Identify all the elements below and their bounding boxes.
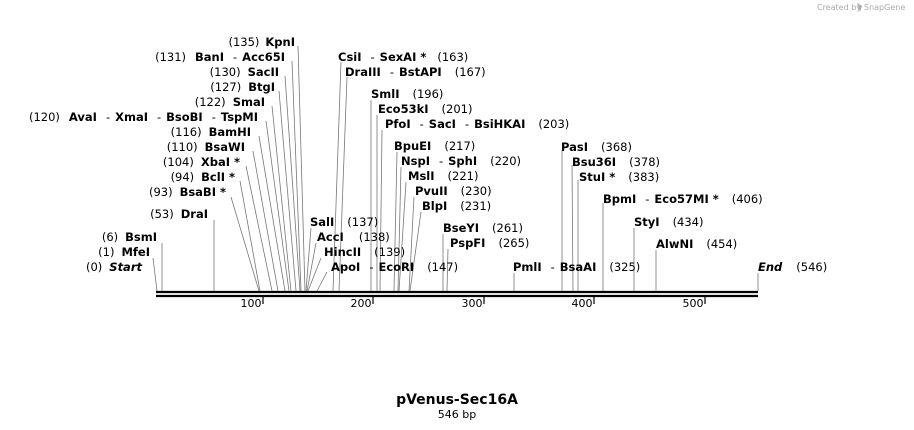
site-label-bpuei: BpuEI (217) <box>394 139 475 153</box>
site-label-smli: SmlI (196) <box>371 87 443 101</box>
credit-brand: SnapGene <box>864 3 905 12</box>
site-label-bsmi: (6) BsmI <box>102 230 157 244</box>
site-label-bcli: (94) BclI * <box>171 170 235 184</box>
site-label-mfei: (1) MfeI <box>98 245 150 259</box>
site-label-drai: (53) DraI <box>150 207 208 221</box>
plasmid-length: 546 bp <box>438 408 476 421</box>
site-label-stui: StuI * (383) <box>579 170 659 184</box>
site-label-pmli: PmlI - BsaAI (325) <box>513 260 640 274</box>
site-label-sali: SalI (137) <box>310 215 378 229</box>
site-label-pspfi: PspFI (265) <box>450 236 529 250</box>
site-label-sacii: (130) SacII <box>210 65 279 79</box>
site-label-alwni: AlwNI (454) <box>656 237 737 251</box>
site-label-smai: (122) SmaI <box>195 95 265 109</box>
credit-created-by: Created by <box>817 3 861 12</box>
site-label-bani: (131) BanI - Acc65I <box>155 50 285 64</box>
site-label-bsabi: (93) BsaBI * <box>149 185 226 199</box>
site-label-nspi: NspI - SphI (220) <box>401 154 521 168</box>
axis-tick-label: 100 <box>241 297 262 310</box>
axis-tick-label: 300 <box>462 297 483 310</box>
site-label-end: End (546) <box>758 260 827 274</box>
axis-tick-label: 200 <box>351 297 372 310</box>
site-label-hincii: HincII (139) <box>324 245 405 259</box>
site-label-apoi: ApoI - EcoRI (147) <box>331 260 458 274</box>
site-label-csii: CsiI - SexAI * (163) <box>338 50 468 64</box>
site-label-pvuii: PvuII (230) <box>415 184 492 198</box>
site-label-avai: (120) AvaI - XmaI - BsoBI - TspMI <box>29 110 258 124</box>
axis-tick-label: 500 <box>683 297 704 310</box>
site-label-acci: AccI (138) <box>317 230 390 244</box>
site-label-draiii: DraIII - BstAPI (167) <box>345 65 486 79</box>
backbone <box>156 290 758 298</box>
site-label-blpi: BlpI (231) <box>422 199 491 213</box>
site-label-bsu36i: Bsu36I (378) <box>572 155 660 169</box>
site-label-msli: MslI (221) <box>408 169 478 183</box>
plasmid-name: pVenus-Sec16A <box>396 392 518 408</box>
site-label-styi: StyI (434) <box>634 215 704 229</box>
site-label-eco53ki: Eco53kI (201) <box>378 102 472 116</box>
site-label-btgi: (127) BtgI <box>210 80 275 94</box>
site-label-bpmi: BpmI - Eco57MI * (406) <box>603 192 763 206</box>
site-label-bseyi: BseYI (261) <box>443 221 523 235</box>
site-label-xbai: (104) XbaI * <box>163 155 240 169</box>
site-label-pfoi: PfoI - SacI - BsiHKAI (203) <box>385 117 569 131</box>
axis: 100 200 300 400 500 <box>241 297 706 310</box>
site-label-bsawi: (110) BsaWI <box>167 140 245 154</box>
site-label-kpni: (135) KpnI <box>228 35 295 49</box>
axis-tick-label: 400 <box>572 297 593 310</box>
snapgene-logo-icon <box>857 3 862 12</box>
site-label-bamhi: (116) BamHI <box>171 125 251 139</box>
site-label-pasi: PasI (368) <box>561 140 632 154</box>
leader-lines <box>152 45 759 292</box>
site-label-start: (0) Start <box>86 260 143 274</box>
